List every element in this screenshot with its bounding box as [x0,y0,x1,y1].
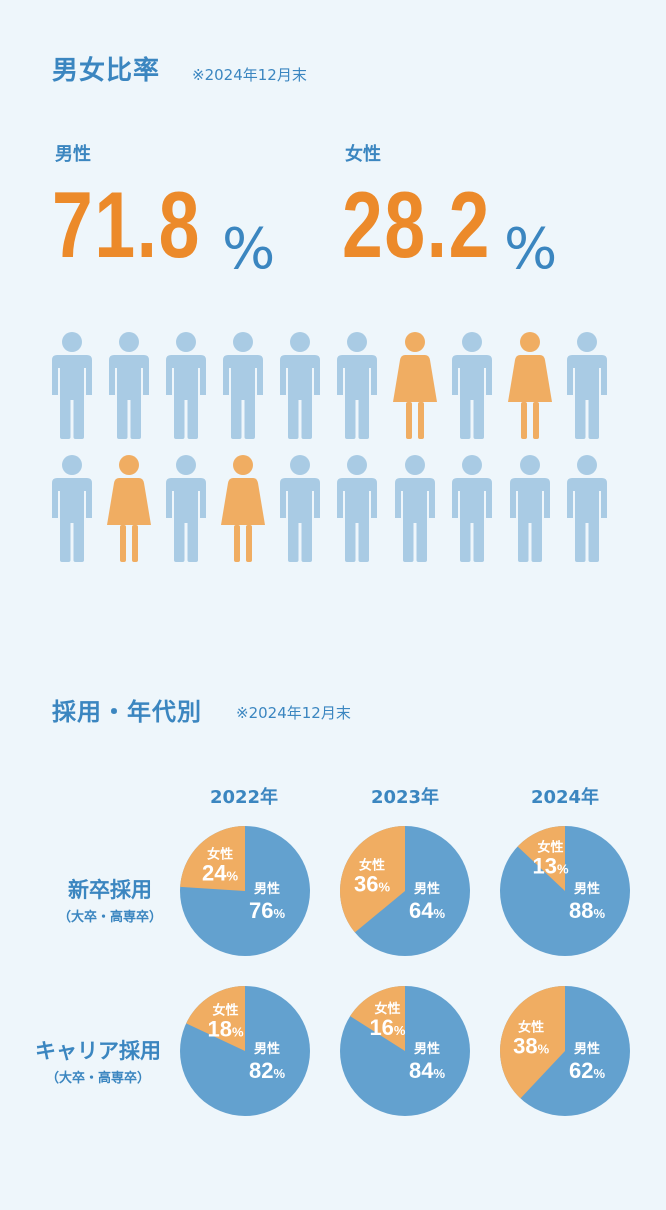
year-label-2024: 2024年 [530,787,600,808]
male-slice-value: 88% [569,898,605,923]
male-person-icon [452,332,492,439]
pie-slice-female [186,986,245,1051]
male-person-icon [337,332,377,439]
year-label-2022: 2022年 [209,787,279,808]
female-person-icon [508,332,552,439]
male-slice-value: 64% [409,898,445,923]
people-icon-grid [52,332,607,562]
male-person-icon [337,455,377,562]
male-percentage: 71.8 [52,172,201,277]
female-person-icon [107,455,151,562]
male-slice-label: 男性 [574,881,600,897]
female-slice-label: 女性 [374,1001,400,1017]
ratio-title: 男女比率 [52,56,161,86]
pie-slice-female [350,986,405,1051]
male-slice-value: 82% [249,1058,285,1083]
female-slice-label: 女性 [538,840,564,856]
row-label-career: キャリア採用 （大卒・高専卒） [18,1035,178,1086]
pie-slice-female [517,826,565,891]
female-slice-label: 女性 [518,1020,544,1036]
male-slice-label: 男性 [574,1041,600,1057]
male-person-icon [567,455,607,562]
male-person-icon [109,332,149,439]
male-person-icon [166,332,206,439]
male-percent-sign: % [222,217,276,282]
male-person-icon [280,332,320,439]
male-label: 男性 [55,144,91,165]
female-person-icon [393,332,437,439]
female-slice-label: 女性 [212,1002,238,1018]
male-person-icon [452,455,492,562]
male-slice-label: 男性 [414,881,440,897]
row-label-new-grad-sub: （大卒・高専卒） [57,910,162,925]
pie-slice-female [339,826,405,933]
pie-slice-female [500,986,565,1099]
year-label-2023: 2023年 [370,787,440,808]
row-label-new-grad: 新卒採用 （大卒・高専卒） [40,874,180,925]
male-person-icon [395,455,435,562]
ratio-note: ※2024年12月末 [192,66,307,84]
male-slice-label: 男性 [254,1041,280,1057]
pie-slice-female [180,826,245,891]
male-slice-label: 男性 [414,1041,440,1057]
male-person-icon [166,455,206,562]
row-label-new-grad-main: 新卒採用 [68,878,152,902]
female-person-icon [221,455,265,562]
hiring-title: 採用・年代別 [52,698,202,726]
male-person-icon [510,455,550,562]
female-slice-value: 36% [354,872,390,897]
male-person-icon [223,332,263,439]
male-slice-label: 男性 [254,881,280,897]
female-label: 女性 [345,144,381,165]
female-slice-label: 女性 [207,846,233,862]
male-person-icon [567,332,607,439]
female-slice-label: 女性 [359,858,385,874]
female-slice-value: 24% [202,860,238,885]
male-person-icon [52,455,92,562]
female-percentage: 28.2 [342,172,491,277]
row-label-career-main: キャリア採用 [35,1039,161,1063]
hiring-note: ※2024年12月末 [236,704,351,722]
male-person-icon [280,455,320,562]
male-person-icon [52,332,92,439]
female-percent-sign: % [504,217,558,282]
row-label-career-sub: （大卒・高専卒） [45,1071,150,1086]
